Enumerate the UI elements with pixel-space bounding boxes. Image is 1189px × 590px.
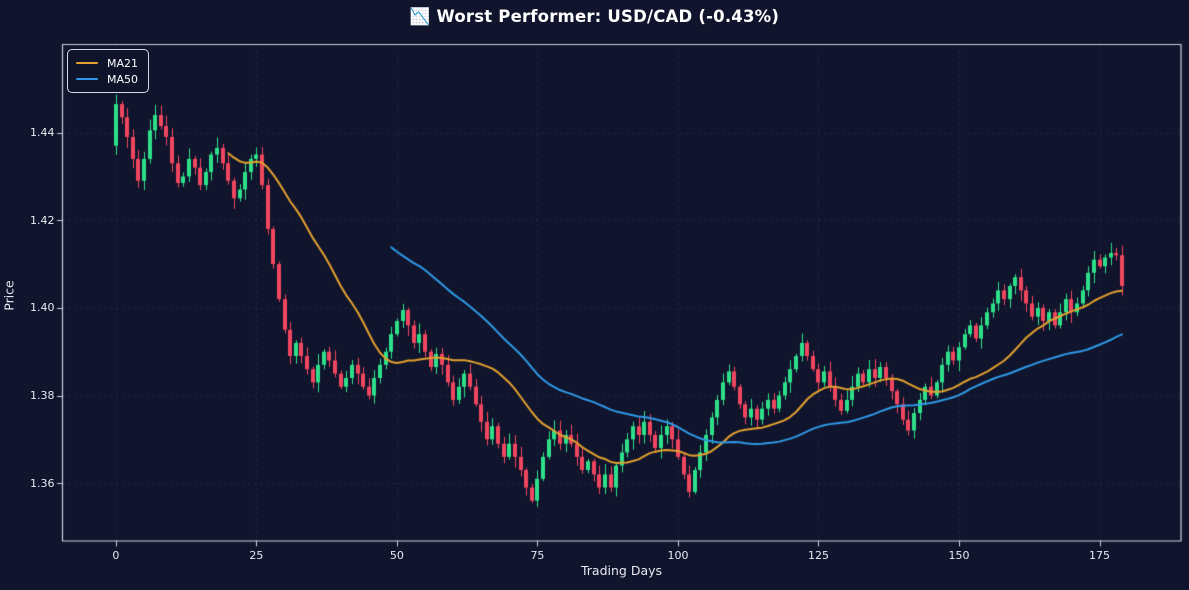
x-tick-label: 100 <box>667 549 689 562</box>
y-axis-label: Price <box>1 280 17 311</box>
x-tick-label: 150 <box>948 549 970 562</box>
y-tick-label: 1.36 <box>30 476 55 490</box>
y-tick-label: 1.38 <box>30 389 55 402</box>
y-tick-label: 1.42 <box>30 213 55 227</box>
legend-item-ma21: MA21 <box>76 55 138 71</box>
ma50-line-swatch <box>76 77 98 81</box>
legend-label-ma50: MA50 <box>107 72 139 86</box>
x-tick-label: 0 <box>112 549 120 562</box>
x-tick-label: 25 <box>249 549 264 562</box>
x-tick-label: 50 <box>389 549 404 562</box>
chart-title: 📉 Worst Performer: USD/CAD (-0.43%) <box>409 7 780 26</box>
ma21-line-swatch <box>76 61 98 65</box>
legend-item-ma50: MA50 <box>76 71 138 87</box>
x-tick-label: 175 <box>1089 549 1110 562</box>
legend-label-ma21: MA21 <box>107 56 139 70</box>
x-tick-label: 125 <box>807 549 829 562</box>
x-tick-label: 75 <box>530 549 545 562</box>
legend: MA21 MA50 <box>67 49 150 93</box>
x-axis-label: Trading Days <box>580 563 663 578</box>
y-tick-label: 1.40 <box>30 301 55 315</box>
y-tick-label: 1.44 <box>30 126 55 140</box>
